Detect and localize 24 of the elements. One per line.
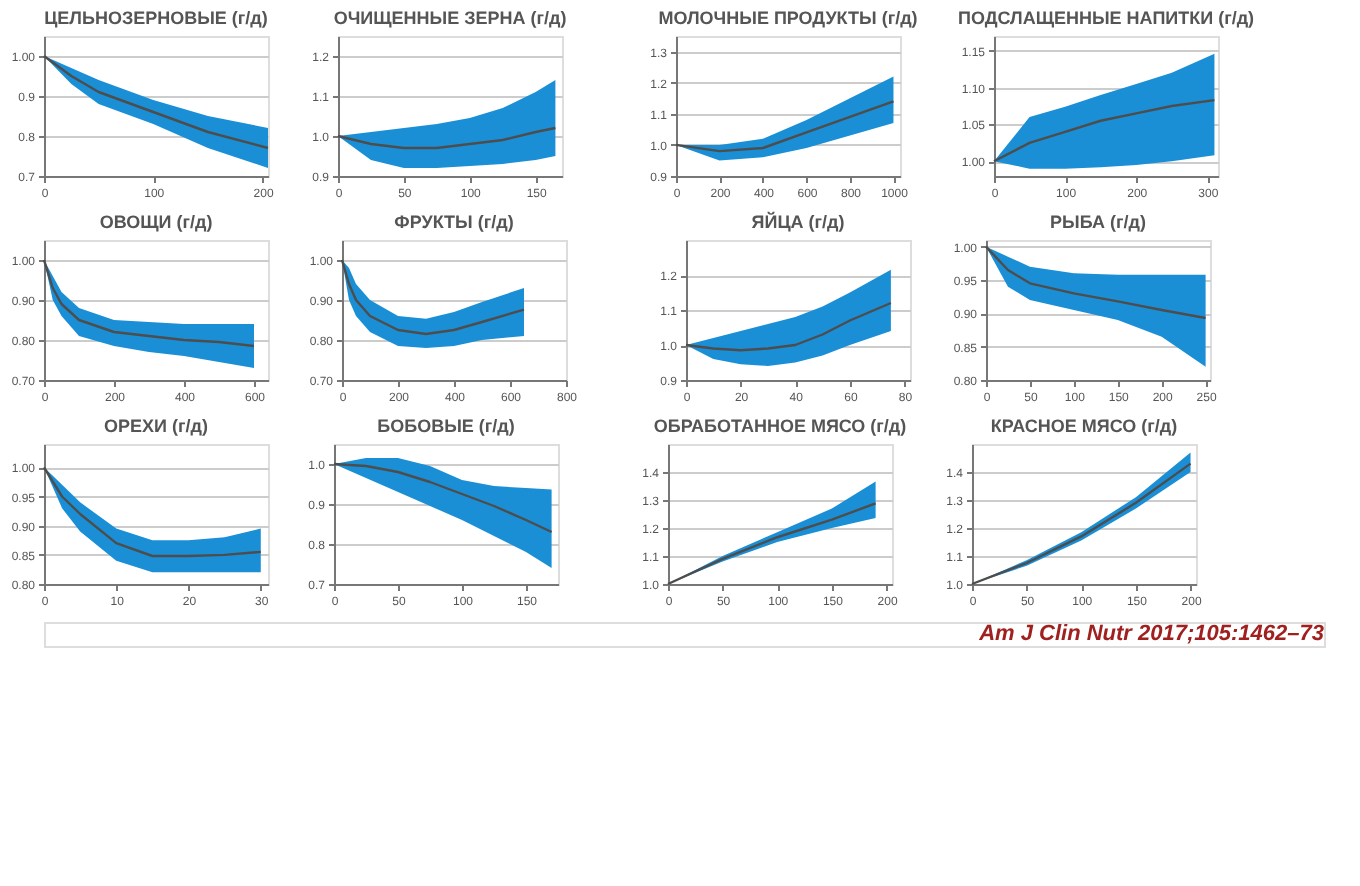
chart-title: ЦЕЛЬНОЗЕРНОВЫЕ (г/д) xyxy=(44,8,268,28)
chart-title: ОВОЩИ (г/д) xyxy=(99,212,213,232)
line-series xyxy=(674,100,895,153)
chart-title: ОЧИЩЕННЫЕ ЗЕРНА (г/д) xyxy=(333,8,567,28)
line-series xyxy=(666,502,877,586)
line-series xyxy=(684,301,893,352)
line-series xyxy=(42,258,256,348)
line-series xyxy=(42,466,262,558)
chart-title: МОЛОЧНЫЕ ПРОДУКТЫ (г/д) xyxy=(658,8,918,28)
line-series xyxy=(992,98,1216,163)
line-series xyxy=(984,245,1207,320)
text: Am J Clin Nutr 2017;105:1462–73 xyxy=(977,622,1324,646)
chart-title: ОБРАБОТАННОЕ МЯСО (г/д) xyxy=(653,416,907,436)
line-series xyxy=(42,54,270,150)
line-series xyxy=(332,462,553,534)
chart-title: КРАСНОЕ МЯСО (г/д) xyxy=(990,416,1178,436)
chart-title: ОРЕХИ (г/д) xyxy=(104,416,208,436)
chart-title: РЫБА (г/д) xyxy=(1050,212,1146,232)
line-series xyxy=(340,258,526,336)
line-series xyxy=(336,126,557,150)
chart-title: БОБОВЫЕ (г/д) xyxy=(377,416,515,436)
chart-title: ПОДСЛАЩЕННЫЕ НАПИТКИ (г/д) xyxy=(957,8,1255,28)
chart-title: ФРУКТЫ (г/д) xyxy=(394,212,514,232)
chart-title: ЯЙЦА (г/д) xyxy=(751,210,845,232)
